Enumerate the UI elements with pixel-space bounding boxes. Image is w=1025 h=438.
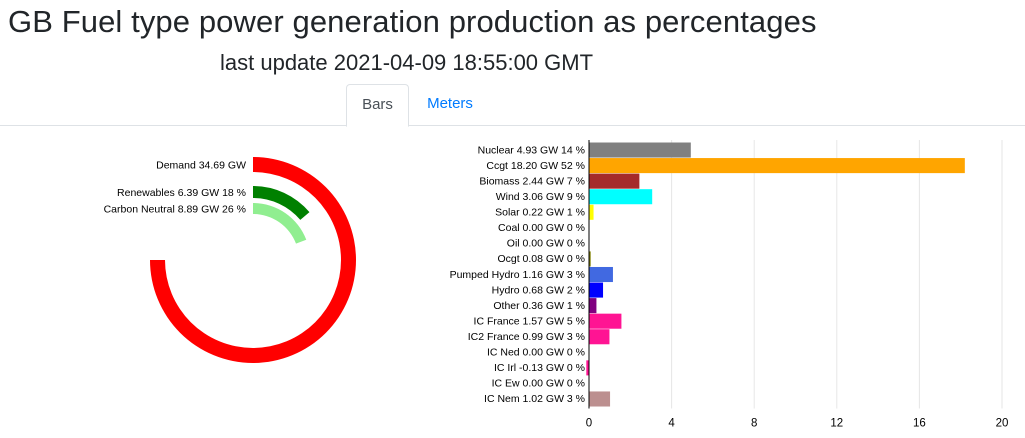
- radial-bar-chart: Demand 34.69 GW Renewables 6.39 GW 18 % Ca…: [104, 157, 356, 363]
- bar-ic: [589, 313, 622, 329]
- bar-wind: [589, 189, 653, 205]
- bar-biomass: [589, 173, 640, 189]
- x-tick-label: 8: [751, 418, 757, 430]
- radial-arc-carbon: [253, 203, 307, 244]
- fuel-type-bar-chart: Nuclear 4.93 GW 14 % Ccgt 18.20 GW 52 % Bi…: [450, 140, 1009, 430]
- bar-label-ic: IC Nem 1.02 GW 3 %: [484, 393, 585, 405]
- bar-label-ic: IC Ned 0.00 GW 0 %: [487, 347, 585, 359]
- radial-label-renewables: Renewables 6.39 GW 18 %: [117, 187, 246, 199]
- bar-pumped: [589, 266, 613, 283]
- bar-solar: [589, 204, 594, 220]
- page-title: GB Fuel type power generation production…: [8, 4, 817, 39]
- radial-label-carbon: Carbon Neutral 8.89 GW 26 %: [104, 204, 246, 216]
- bar-ic2: [589, 329, 610, 345]
- bar-label-solar: Solar 0.22 GW 1 %: [495, 207, 585, 219]
- bar-ocgt: [589, 251, 591, 267]
- bar-ic: [586, 360, 589, 376]
- bar-label-ic2: IC2 France 0.99 GW 3 %: [468, 331, 585, 343]
- tab-bars[interactable]: Bars: [346, 84, 409, 127]
- bar-label-pumped: Pumped Hydro 1.16 GW 3 %: [450, 269, 585, 281]
- view-tabs: Bars Meters: [0, 84, 1025, 127]
- bar-label-other: Other 0.36 GW 1 %: [493, 300, 585, 312]
- bar-label-ic: IC Irl -0.13 GW 0 %: [494, 362, 585, 374]
- bar-label-biomass: Biomass 2.44 GW 7 %: [479, 175, 585, 187]
- x-tick-label: 0: [586, 418, 592, 430]
- bar-hydro: [589, 282, 604, 298]
- radial-label-demand: Demand 34.69 GW: [156, 160, 246, 172]
- bar-ccgt: [589, 158, 965, 174]
- bar-nuclear: [589, 142, 691, 158]
- bar-label-coal: Coal 0.00 GW 0 %: [498, 222, 585, 234]
- x-tick-label: 16: [913, 418, 926, 430]
- x-tick-label: 12: [830, 418, 843, 430]
- tab-meters[interactable]: Meters: [427, 95, 473, 112]
- bar-label-ic: IC Ew 0.00 GW 0 %: [492, 378, 585, 390]
- bar-ic: [589, 391, 611, 407]
- x-tick-label: 4: [668, 418, 675, 430]
- bar-other: [589, 298, 597, 314]
- bar-label-nuclear: Nuclear 4.93 GW 14 %: [478, 144, 585, 156]
- last-update-text: last update 2021-04-09 18:55:00 GMT: [220, 50, 594, 75]
- x-tick-label: 20: [996, 418, 1009, 430]
- bar-label-hydro: Hydro 0.68 GW 2 %: [492, 284, 585, 296]
- bar-label-ccgt: Ccgt 18.20 GW 52 %: [486, 160, 585, 172]
- bar-label-oil: Oil 0.00 GW 0 %: [507, 238, 585, 250]
- bar-label-wind: Wind 3.06 GW 9 %: [496, 191, 585, 203]
- radial-arc-renewables: [253, 186, 310, 220]
- bar-label-ocgt: Ocgt 0.08 GW 0 %: [497, 253, 585, 265]
- bar-label-ic: IC France 1.57 GW 5 %: [474, 315, 585, 327]
